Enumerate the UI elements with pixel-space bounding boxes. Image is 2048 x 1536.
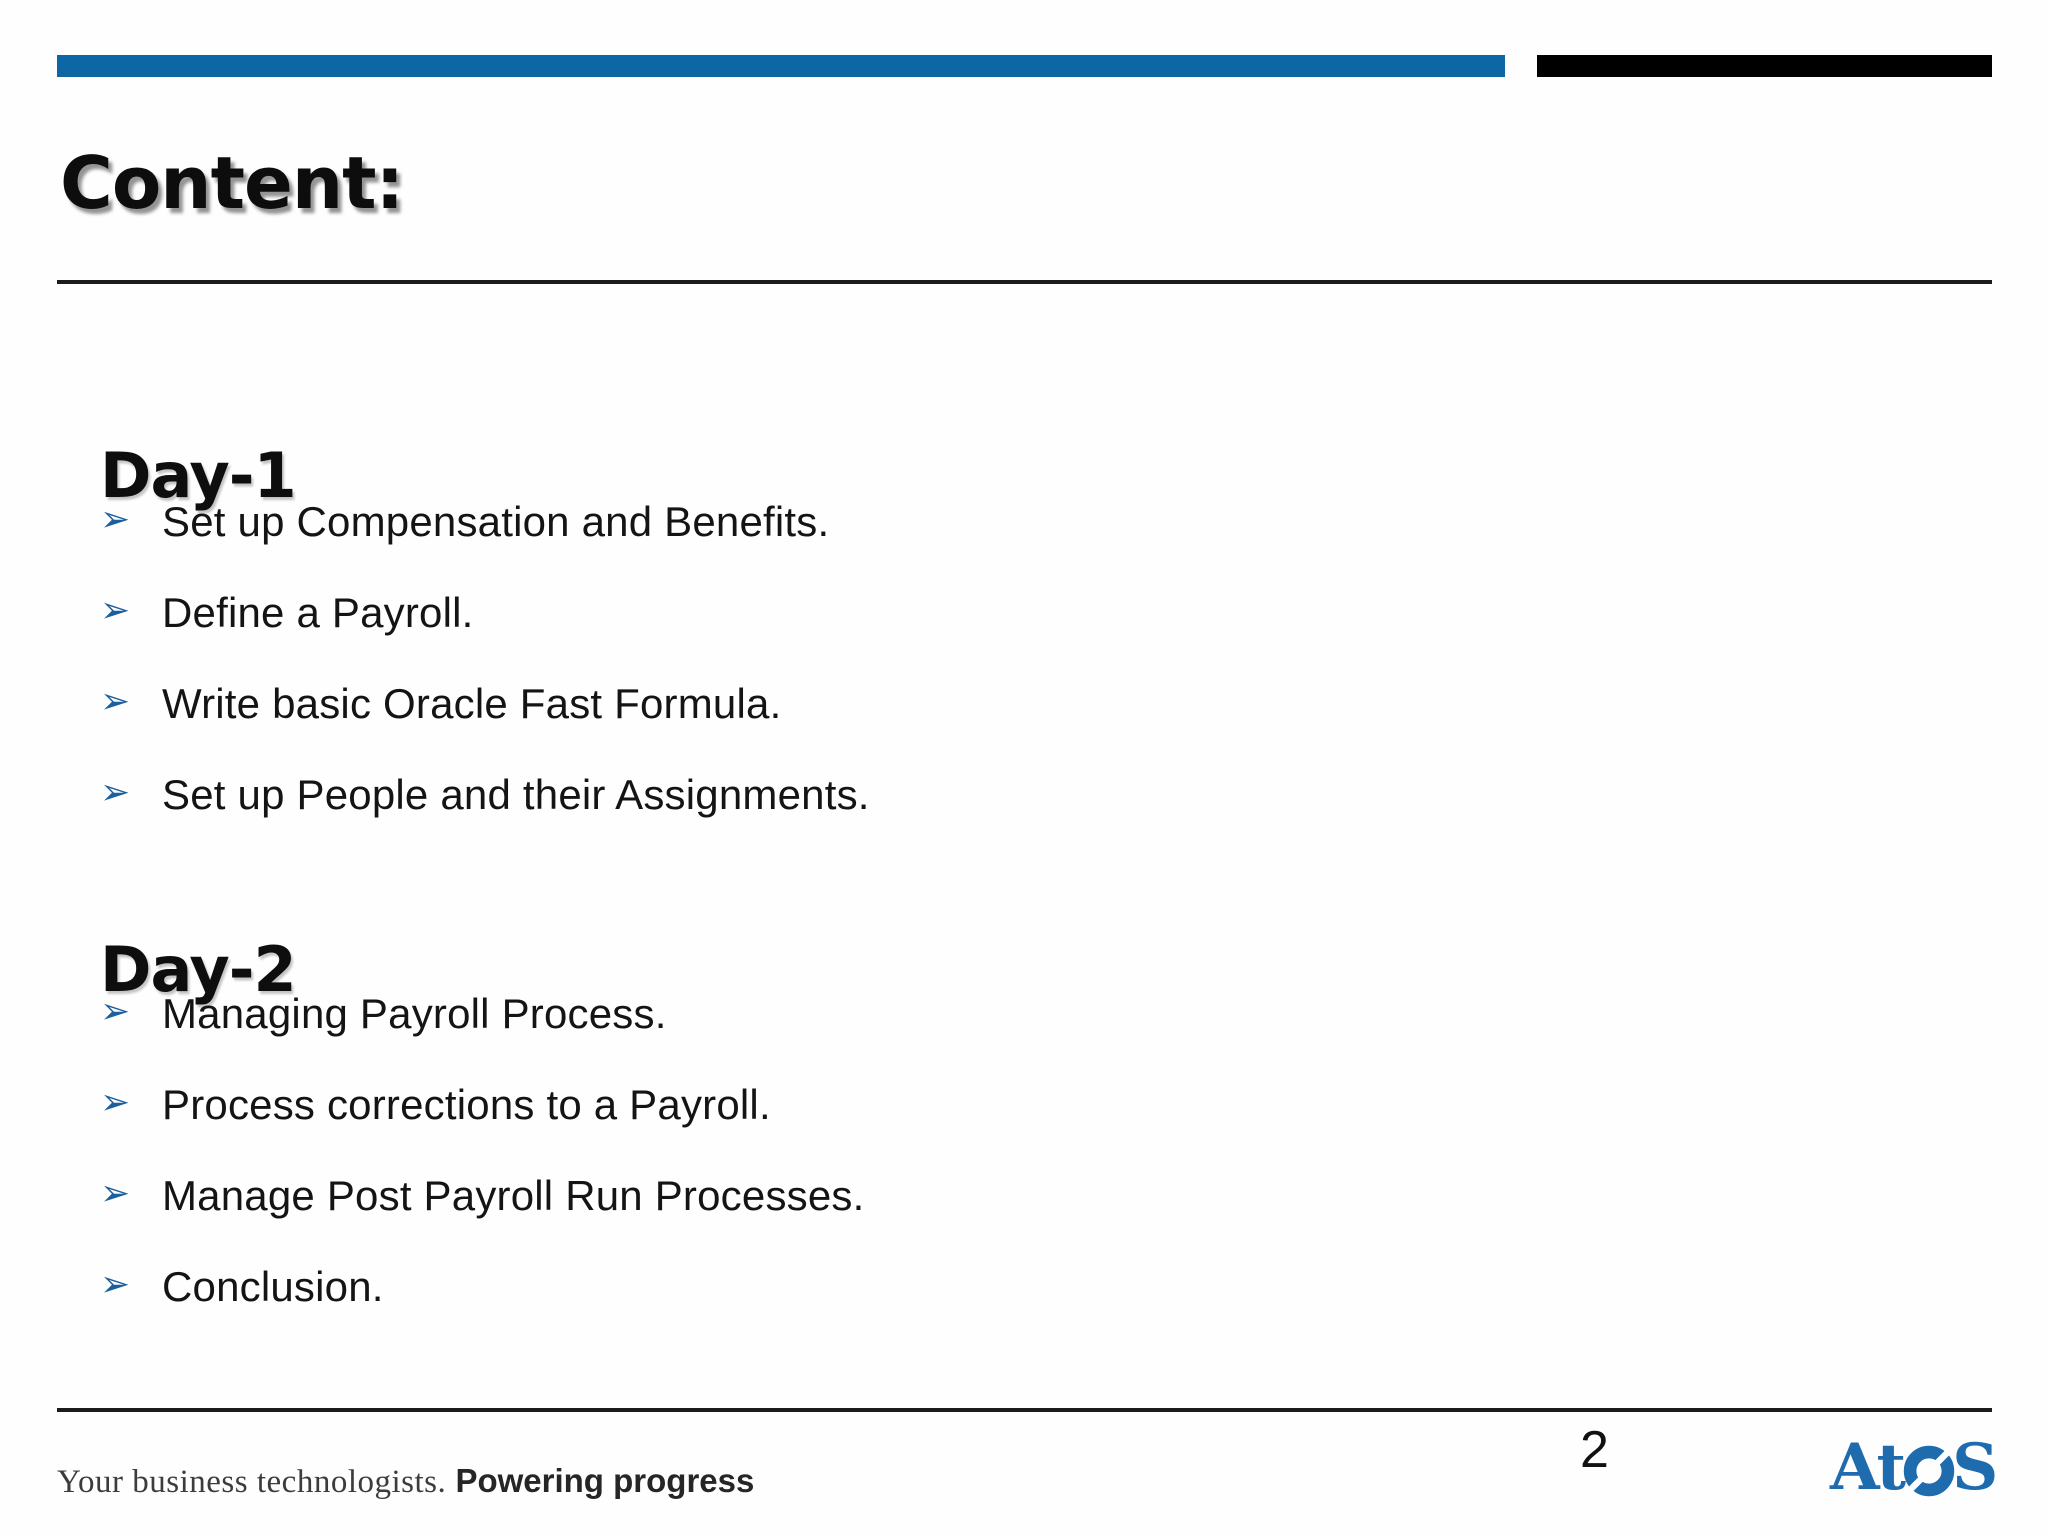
list-item: ➢ Managing Payroll Process. [100, 968, 864, 1059]
atos-logo: At S [1830, 1430, 1998, 1505]
arrow-bullet-icon: ➢ [100, 497, 131, 539]
arrow-bullet-icon: ➢ [100, 770, 131, 812]
brand-tagline: Your business technologists. Powering pr… [57, 1462, 754, 1501]
title-divider [57, 280, 1992, 284]
page-title: Content: [60, 141, 404, 226]
top-accent-bar-black [1537, 55, 1992, 77]
bullet-text: Set up Compensation and Benefits. [162, 497, 830, 545]
bullet-text: Set up People and their Assignments. [162, 770, 870, 818]
list-item: ➢ Define a Payroll. [100, 567, 870, 658]
list-item: ➢ Set up Compensation and Benefits. [100, 476, 870, 567]
bullet-text: Managing Payroll Process. [162, 989, 667, 1037]
atos-logo-text-prefix: At [1830, 1430, 1906, 1505]
section-heading-day2: Day-2 [100, 933, 297, 1007]
bullet-text: Write basic Oracle Fast Formula. [162, 679, 782, 727]
list-item: ➢ Process corrections to a Payroll. [100, 1059, 864, 1150]
bullet-list-day2: ➢ Managing Payroll Process. ➢ Process co… [100, 968, 864, 1332]
atos-logo-o-icon [1903, 1445, 1955, 1497]
bullet-list-day1: ➢ Set up Compensation and Benefits. ➢ De… [100, 476, 870, 840]
bullet-text: Define a Payroll. [162, 588, 474, 636]
arrow-bullet-icon: ➢ [100, 1262, 131, 1304]
bullet-text: Process corrections to a Payroll. [162, 1080, 771, 1128]
list-item: ➢ Set up People and their Assignments. [100, 749, 870, 840]
section-heading-day1: Day-1 [100, 439, 297, 513]
list-item: ➢ Write basic Oracle Fast Formula. [100, 658, 870, 749]
tagline-serif-text: Your business technologists. [57, 1464, 447, 1500]
list-item: ➢ Conclusion. [100, 1241, 864, 1332]
arrow-bullet-icon: ➢ [100, 1171, 131, 1213]
footer-divider [57, 1408, 1992, 1412]
list-item: ➢ Manage Post Payroll Run Processes. [100, 1150, 864, 1241]
bullet-text: Manage Post Payroll Run Processes. [162, 1171, 865, 1219]
arrow-bullet-icon: ➢ [100, 679, 131, 721]
arrow-bullet-icon: ➢ [100, 989, 131, 1031]
top-accent-bar-blue [57, 55, 1505, 77]
atos-logo-text-suffix: S [1952, 1430, 1998, 1505]
bullet-text: Conclusion. [162, 1262, 384, 1310]
page-number: 2 [1580, 1421, 1609, 1479]
arrow-bullet-icon: ➢ [100, 588, 131, 630]
arrow-bullet-icon: ➢ [100, 1080, 131, 1122]
tagline-bold-text: Powering progress [455, 1462, 755, 1499]
